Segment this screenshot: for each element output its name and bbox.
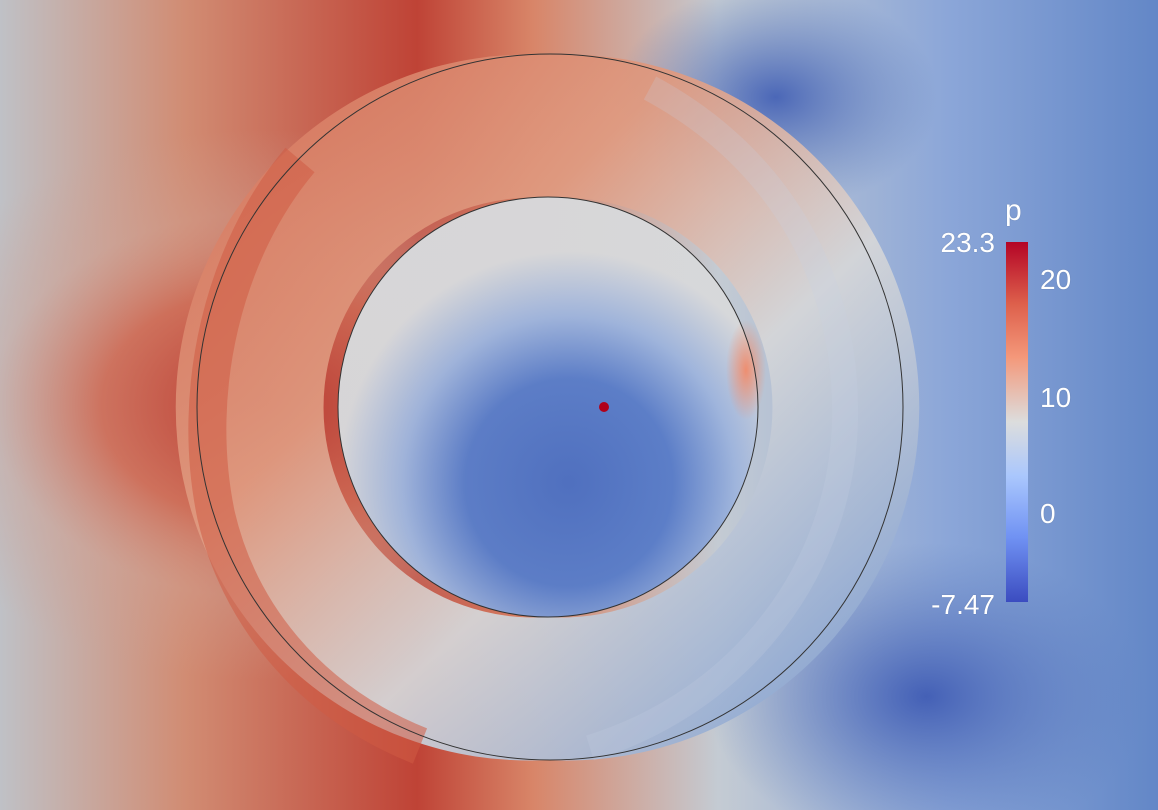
- outer-boundary-circle: [196, 53, 904, 761]
- colorbar-tick-20: 20: [1040, 264, 1072, 295]
- probe-marker: [599, 402, 609, 412]
- inner-domain: [338, 197, 758, 617]
- gray-arc-right: [586, 76, 859, 761]
- inner-boundary-circle: [337, 196, 759, 618]
- colorbar-min-label: -7.47: [931, 589, 995, 620]
- colorbar: [1006, 242, 1028, 602]
- red-arc-left: [188, 147, 428, 764]
- colorbar-max-label: 23.3: [940, 227, 996, 258]
- colorbar-tick-10: 10: [1040, 382, 1072, 413]
- outer-ring-band: [175, 54, 920, 761]
- colorbar-tick-0: 0: [1040, 498, 1056, 529]
- hot-spot-right: [726, 320, 766, 420]
- colorbar-title: p: [1005, 194, 1022, 227]
